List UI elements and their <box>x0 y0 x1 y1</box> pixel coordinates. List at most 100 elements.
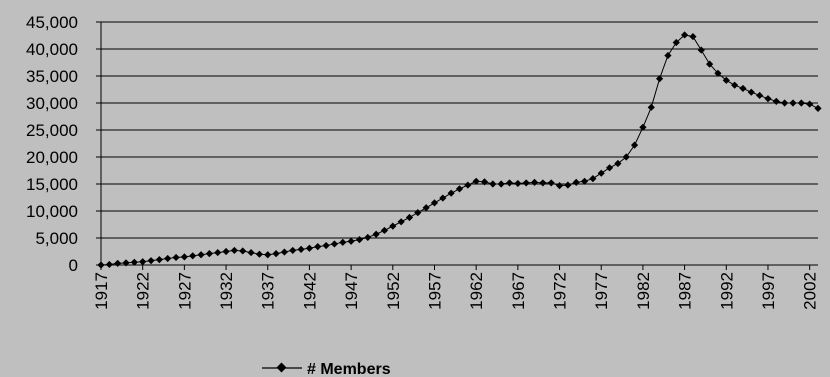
data-point <box>539 179 547 187</box>
data-point <box>272 250 280 258</box>
y-tick-label: 20,000 <box>26 148 78 167</box>
y-tick-label: 40,000 <box>26 40 78 59</box>
data-point <box>139 258 147 266</box>
data-point <box>455 185 464 193</box>
data-point <box>580 177 589 185</box>
data-point <box>772 97 780 105</box>
x-tick-label: 1987 <box>676 272 695 310</box>
x-tick-label: 1967 <box>509 272 528 310</box>
x-tick-label: 1917 <box>92 272 111 310</box>
data-point <box>464 181 472 189</box>
data-point <box>255 250 264 258</box>
y-tick-label: 25,000 <box>26 121 78 140</box>
data-point <box>347 237 355 245</box>
data-point <box>422 204 430 212</box>
data-point <box>489 180 497 188</box>
data-point <box>722 76 730 84</box>
data-point <box>614 159 622 168</box>
y-tick-label: 30,000 <box>26 94 78 113</box>
data-point <box>122 259 130 267</box>
y-tick-label: 35,000 <box>26 67 78 86</box>
data-point <box>114 259 122 267</box>
data-point <box>414 209 422 217</box>
data-point <box>472 177 480 185</box>
data-point <box>389 222 397 230</box>
data-point <box>447 189 455 197</box>
y-tick-label: 5,000 <box>35 229 78 248</box>
gridlines <box>101 21 818 239</box>
data-point <box>664 51 672 60</box>
data-point <box>731 81 739 89</box>
data-point <box>372 230 380 238</box>
y-tick-label: 15,000 <box>26 175 78 194</box>
x-tick-label: 1977 <box>592 272 611 310</box>
x-tick-label: 1947 <box>342 272 361 310</box>
data-point <box>806 100 814 108</box>
data-point <box>647 103 655 111</box>
data-point <box>572 178 580 186</box>
legend: # Members <box>262 361 391 377</box>
data-point <box>689 32 697 41</box>
data-point <box>364 233 372 242</box>
series-points-group <box>97 31 822 269</box>
x-tick-label: 1997 <box>759 272 778 310</box>
data-point <box>230 246 238 255</box>
data-point <box>297 245 305 253</box>
legend-swatch-marker <box>276 362 287 373</box>
data-point <box>739 84 747 93</box>
data-point <box>622 153 630 161</box>
data-point <box>756 91 764 100</box>
x-tick-label: 1982 <box>634 272 653 310</box>
data-point <box>189 252 197 260</box>
data-point <box>639 123 647 131</box>
x-tick-label: 1932 <box>217 272 236 310</box>
data-point <box>264 251 272 259</box>
y-axis-tick-labels: 0 5,000 10,000 15,000 20,000 25,000 30,000 35,0… <box>26 13 78 275</box>
data-point <box>814 104 822 112</box>
data-point <box>497 180 505 188</box>
data-point <box>330 240 339 248</box>
x-tick-label: 1952 <box>384 272 403 310</box>
data-point <box>172 253 180 262</box>
data-point <box>322 241 330 250</box>
data-point <box>597 169 605 177</box>
data-point <box>247 248 255 257</box>
data-point <box>289 246 297 255</box>
data-point <box>781 99 789 107</box>
data-point <box>205 250 213 258</box>
x-tick-label: 1937 <box>259 272 278 310</box>
data-point <box>314 243 322 251</box>
data-point <box>706 60 714 68</box>
data-point <box>589 175 597 183</box>
data-point <box>397 218 405 226</box>
data-point <box>747 88 755 96</box>
data-point <box>764 95 772 103</box>
data-point <box>672 38 680 47</box>
data-point <box>564 181 572 189</box>
data-point <box>630 141 639 149</box>
data-point <box>405 213 414 222</box>
data-point <box>380 226 389 235</box>
series-line-group <box>100 34 819 266</box>
series-line <box>100 34 819 266</box>
data-point <box>130 258 138 266</box>
data-point <box>355 236 364 244</box>
data-point <box>339 238 347 246</box>
legend-label: # Members <box>307 361 391 377</box>
data-point <box>222 247 230 256</box>
data-point <box>214 248 222 257</box>
x-tick-label: 1972 <box>551 272 570 310</box>
y-tick-label: 10,000 <box>26 202 78 221</box>
data-point <box>505 179 514 187</box>
x-tick-label: 1962 <box>467 272 486 310</box>
x-tick-label: 1942 <box>300 272 319 310</box>
data-point <box>547 179 555 187</box>
x-tick-label: 2002 <box>801 272 820 310</box>
data-point <box>97 261 105 269</box>
data-point <box>714 69 722 77</box>
data-point <box>797 99 805 107</box>
data-point <box>164 254 172 263</box>
data-point <box>789 99 797 107</box>
data-point <box>697 46 705 54</box>
